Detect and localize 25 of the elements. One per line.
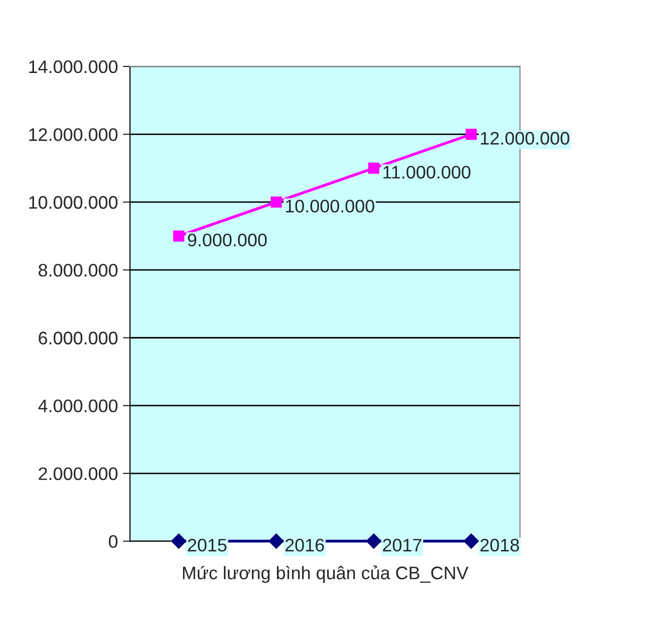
y-tick-label: 2.000.000 [38,467,118,480]
data-label: 9.000.000 [188,234,267,246]
data-label: 2016 [285,538,324,552]
data-label: 2018 [480,538,519,552]
y-tick-label: 14.000.000 [29,60,118,74]
y-tick-label: 6.000.000 [38,332,118,344]
y-tick-label: 0 [108,535,118,548]
data-label: 10.000.000 [286,200,374,213]
point [171,534,186,549]
point [268,534,284,549]
y-tick-label: 4.000.000 [38,400,118,412]
point [464,534,479,549]
point [366,534,382,549]
point [466,128,477,140]
point [270,196,282,208]
point [173,230,184,242]
y-tick-label: 10.000.000 [29,196,118,209]
data-label: 11.000.000 [383,166,470,179]
data-label: 2015 [188,538,226,552]
point [368,162,380,174]
data-label: 12.000.000 [480,132,570,145]
x-axis-title: Mức lương bình quân của CB_CNV [183,566,468,583]
y-tick-label: 8.000.000 [38,264,118,277]
y-tick-label: 12.000.000 [29,128,118,142]
data-label: 2017 [382,538,422,552]
